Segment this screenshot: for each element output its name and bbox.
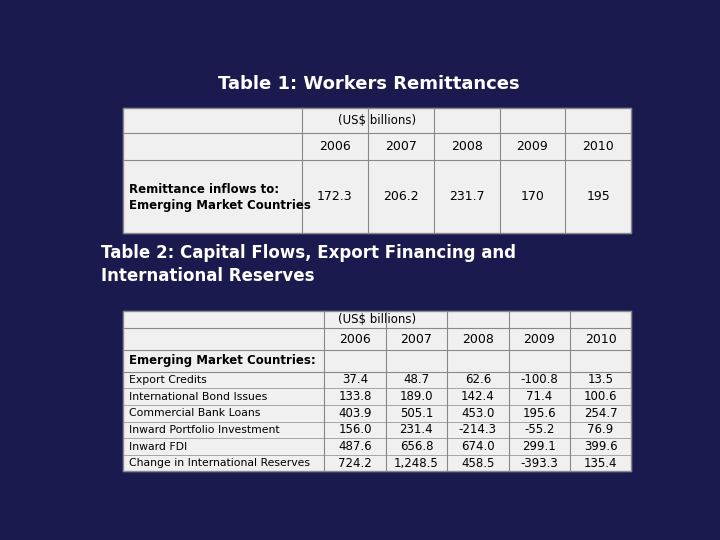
Text: -214.3: -214.3 — [459, 423, 497, 436]
Text: 48.7: 48.7 — [403, 374, 430, 387]
Text: 37.4: 37.4 — [342, 374, 368, 387]
Text: 2010: 2010 — [582, 140, 614, 153]
FancyBboxPatch shape — [124, 311, 631, 471]
FancyBboxPatch shape — [124, 109, 631, 233]
Text: International Bond Issues: International Bond Issues — [129, 392, 267, 402]
Text: 156.0: 156.0 — [338, 423, 372, 436]
Text: Inward FDI: Inward FDI — [129, 442, 187, 451]
Text: (US$ billions): (US$ billions) — [338, 114, 416, 127]
Text: 674.0: 674.0 — [461, 440, 495, 453]
Text: 142.4: 142.4 — [461, 390, 495, 403]
Text: 135.4: 135.4 — [584, 457, 617, 470]
Text: Table 2: Capital Flows, Export Financing and
International Reserves: Table 2: Capital Flows, Export Financing… — [101, 244, 516, 285]
Text: 399.6: 399.6 — [584, 440, 617, 453]
Text: 133.8: 133.8 — [338, 390, 372, 403]
Text: 2009: 2009 — [523, 333, 555, 346]
Text: Emerging Market Countries:: Emerging Market Countries: — [129, 354, 316, 367]
Text: 76.9: 76.9 — [588, 423, 613, 436]
Text: Export Credits: Export Credits — [129, 375, 207, 385]
Text: 2007: 2007 — [385, 140, 417, 153]
Text: 62.6: 62.6 — [464, 374, 491, 387]
Text: -55.2: -55.2 — [524, 423, 554, 436]
Text: 2008: 2008 — [451, 140, 482, 153]
Text: 453.0: 453.0 — [461, 407, 495, 420]
Text: Change in International Reserves: Change in International Reserves — [129, 458, 310, 468]
Text: 195: 195 — [587, 190, 611, 204]
Text: 724.2: 724.2 — [338, 457, 372, 470]
Text: Commercial Bank Loans: Commercial Bank Loans — [129, 408, 261, 418]
Text: 231.7: 231.7 — [449, 190, 485, 204]
Text: 299.1: 299.1 — [522, 440, 556, 453]
Text: -100.8: -100.8 — [521, 374, 558, 387]
Text: 2008: 2008 — [462, 333, 494, 346]
Text: 403.9: 403.9 — [338, 407, 372, 420]
Text: 189.0: 189.0 — [400, 390, 433, 403]
Text: Remittance inflows to:: Remittance inflows to: — [129, 183, 279, 196]
Text: 2006: 2006 — [339, 333, 371, 346]
Text: Inward Portfolio Investment: Inward Portfolio Investment — [129, 425, 279, 435]
Text: 172.3: 172.3 — [317, 190, 353, 204]
Text: 505.1: 505.1 — [400, 407, 433, 420]
Text: 2006: 2006 — [319, 140, 351, 153]
Text: 1,248.5: 1,248.5 — [394, 457, 438, 470]
Text: 2009: 2009 — [517, 140, 549, 153]
Text: 13.5: 13.5 — [588, 374, 613, 387]
Text: 170: 170 — [521, 190, 544, 204]
Text: Table 1: Workers Remittances: Table 1: Workers Remittances — [218, 75, 520, 93]
Text: Emerging Market Countries: Emerging Market Countries — [129, 199, 311, 212]
Text: 254.7: 254.7 — [584, 407, 617, 420]
Text: 458.5: 458.5 — [461, 457, 495, 470]
Text: 231.4: 231.4 — [400, 423, 433, 436]
Text: 100.6: 100.6 — [584, 390, 617, 403]
Text: 2010: 2010 — [585, 333, 616, 346]
Text: (US$ billions): (US$ billions) — [338, 313, 416, 326]
Text: 195.6: 195.6 — [523, 407, 556, 420]
Text: -393.3: -393.3 — [521, 457, 558, 470]
Text: 656.8: 656.8 — [400, 440, 433, 453]
Text: 2007: 2007 — [400, 333, 433, 346]
Text: 206.2: 206.2 — [383, 190, 418, 204]
Text: 487.6: 487.6 — [338, 440, 372, 453]
Text: 71.4: 71.4 — [526, 390, 552, 403]
